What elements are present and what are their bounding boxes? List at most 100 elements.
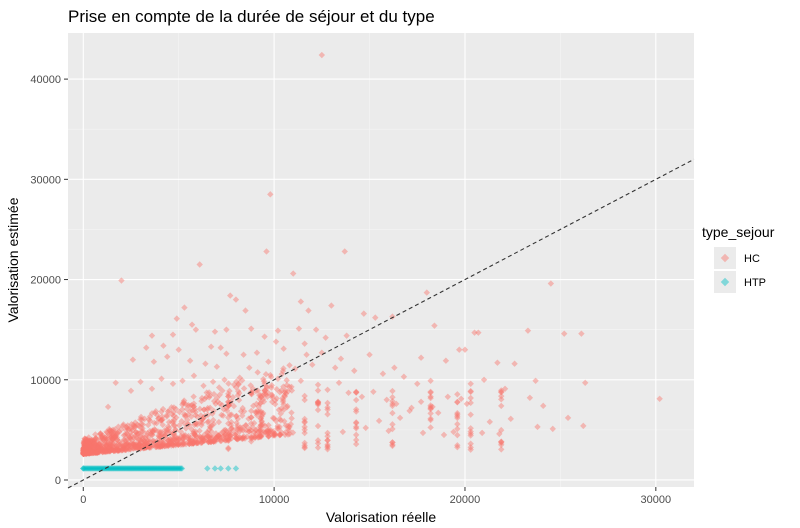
hc-point (501, 385, 509, 392)
hc-point (193, 439, 200, 447)
hc-point (417, 398, 425, 406)
hc-point (187, 440, 195, 447)
hc-point (132, 419, 139, 426)
hc-point (135, 445, 143, 452)
hc-point (80, 449, 87, 456)
hc-point (149, 431, 156, 438)
hc-point (102, 448, 110, 455)
hc-point (104, 403, 112, 411)
hc-point (111, 426, 119, 433)
hc-point (272, 338, 280, 345)
hc-point (261, 390, 269, 397)
hc-point (467, 430, 474, 437)
hc-point (99, 448, 106, 456)
hc-point (99, 443, 106, 451)
hc-point (80, 447, 87, 455)
hc-point (463, 400, 471, 408)
hc-point (163, 426, 171, 433)
hc-point (186, 357, 194, 364)
htp-point (151, 465, 158, 472)
hc-point (234, 426, 241, 433)
hc-point (191, 421, 198, 429)
hc-point (87, 449, 94, 457)
hc-point (352, 423, 360, 431)
hc-point (159, 442, 166, 449)
hc-point (301, 392, 308, 400)
hc-point (80, 450, 87, 458)
hc-point (478, 429, 486, 437)
hc-point (95, 441, 102, 448)
hc-point (80, 444, 88, 452)
htp-point (144, 465, 151, 472)
hc-point (454, 409, 461, 417)
hc-point (184, 416, 191, 424)
hc-point (179, 435, 186, 443)
hc-point (456, 346, 463, 353)
hc-point (135, 442, 142, 449)
hc-point (206, 423, 214, 430)
hc-point (132, 423, 139, 430)
hc-point (108, 446, 116, 454)
hc-point (89, 449, 96, 456)
htp-point (137, 465, 145, 472)
hc-point (254, 434, 262, 441)
hc-point (104, 447, 111, 455)
hc-point (263, 427, 271, 434)
hc-point (285, 424, 292, 432)
hc-point (270, 430, 277, 437)
hc-point (103, 437, 110, 444)
hc-point (196, 261, 203, 268)
hc-point (290, 270, 297, 277)
hc-point (226, 429, 234, 437)
hc-point (209, 433, 216, 441)
hc-point (133, 441, 140, 448)
hc-point (280, 365, 287, 372)
hc-point (274, 425, 281, 432)
hc-point (108, 436, 115, 444)
hc-point (564, 414, 572, 422)
hc-point (265, 422, 272, 429)
hc-point (267, 371, 274, 379)
hc-point (188, 440, 195, 447)
hc-point (260, 391, 267, 398)
hc-point (87, 449, 94, 457)
hc-point (248, 433, 255, 440)
hc-point (193, 421, 201, 428)
hc-point (144, 437, 151, 444)
hc-point (314, 381, 322, 388)
htp-point (119, 465, 127, 472)
hc-point (90, 449, 97, 457)
hc-point (116, 428, 123, 436)
hc-point (273, 395, 280, 402)
identity-reference-line (67, 158, 695, 489)
hc-point (271, 431, 279, 438)
hc-point (105, 444, 112, 452)
hc-point (171, 422, 179, 429)
hc-point (279, 396, 287, 404)
hc-point (267, 428, 275, 435)
hc-point (95, 440, 103, 447)
hc-point (498, 388, 505, 395)
hc-point (271, 400, 279, 408)
hc-point (248, 438, 255, 445)
hc-point (158, 416, 165, 424)
hc-point (467, 446, 474, 453)
htp-point (142, 465, 149, 472)
hc-point (92, 449, 100, 456)
hc-point (232, 384, 240, 391)
hc-point (285, 427, 293, 434)
hc-point (157, 417, 165, 424)
hc-point (189, 437, 196, 444)
hc-point (209, 410, 216, 417)
hc-point (118, 442, 126, 450)
hc-point (227, 432, 234, 439)
hc-point (259, 409, 267, 417)
hc-point (80, 444, 88, 451)
hc-point (498, 426, 505, 434)
hc-point (111, 434, 118, 441)
hc-point (130, 434, 138, 442)
hc-point (269, 394, 276, 401)
hc-point (137, 433, 144, 440)
hc-point (148, 410, 156, 417)
